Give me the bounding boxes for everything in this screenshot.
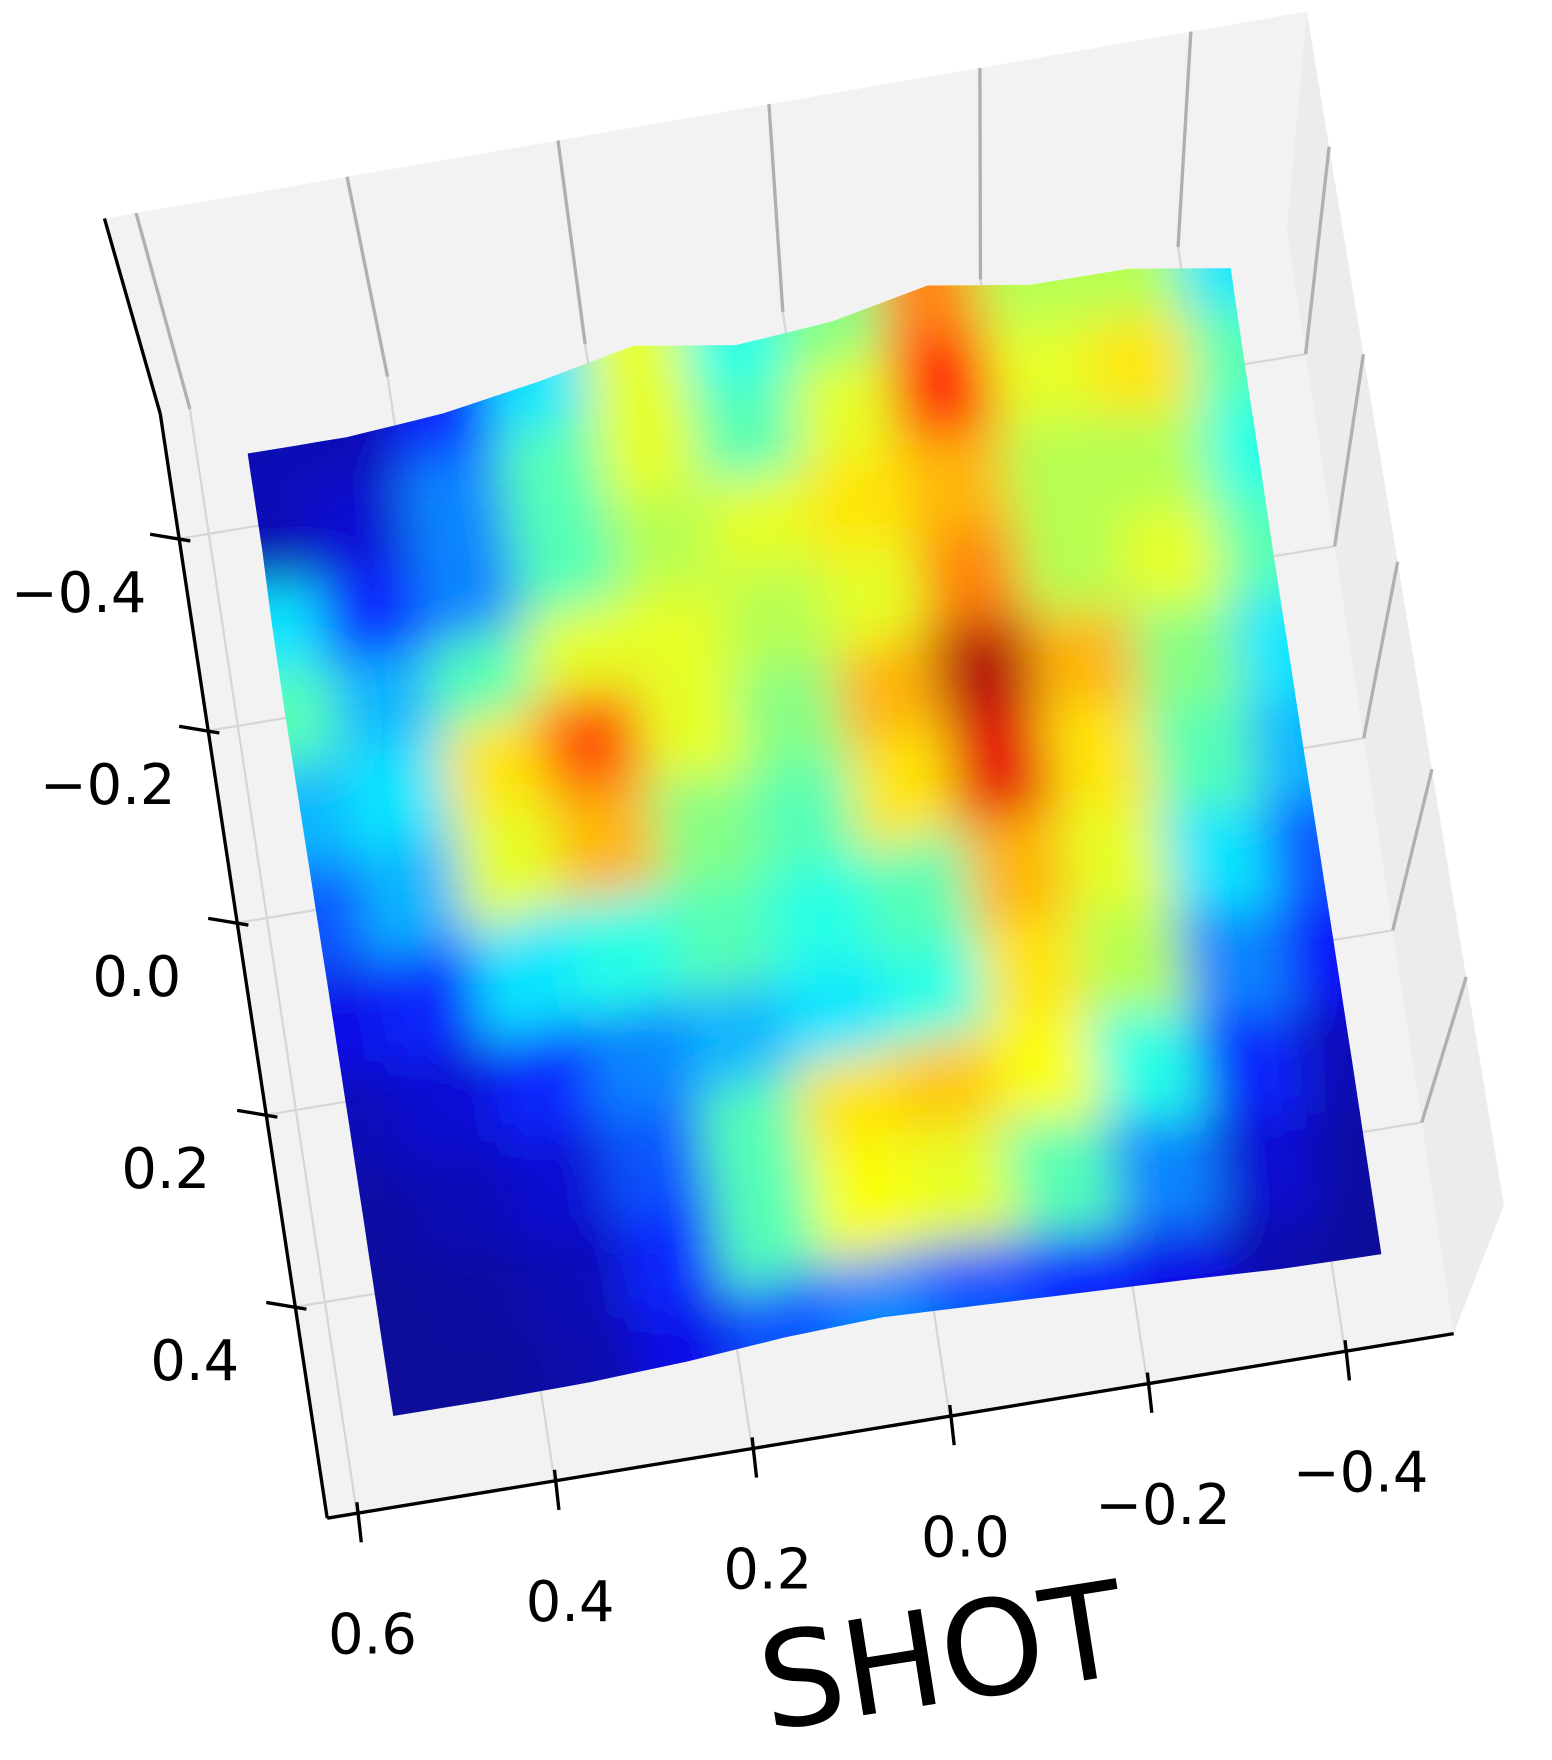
surface-cell [903,1121,1025,1250]
surface-cell [1026,608,1146,709]
surface-cell [1127,601,1248,709]
side-pane [1286,11,1504,1334]
surface-cell [315,561,430,667]
surface-cell [1206,1112,1326,1224]
x-tick-label: −0.2 [1095,1473,1231,1538]
grid-line [556,140,587,345]
grid-line [188,408,358,1514]
surface-cell [404,1144,521,1265]
grid-line [1391,768,1434,931]
x-tick [750,1437,759,1478]
surface-cell [988,1011,1108,1124]
surface-cell [704,466,820,581]
grid-line [1420,976,1468,1123]
surface-cell [1002,1117,1125,1239]
y-tick [178,724,220,735]
y-tick [265,1300,307,1311]
x-tick [948,1404,956,1446]
surface-cell [927,613,1043,724]
surface-cell [899,425,1017,541]
surface-cell [941,704,1059,829]
surface-cell [1040,704,1161,810]
surface-cell [748,754,865,879]
surface-cell [718,560,835,678]
y-tick-label: −0.4 [11,561,147,626]
y-tick-label: 0.0 [92,945,181,1010]
surface-cell [664,876,783,999]
surface-cell [565,887,685,1020]
surface-cell [806,1133,925,1269]
grid-line [1333,353,1366,547]
surface-cell [389,1041,506,1167]
x-axis-line [326,1331,1454,1520]
axes: 0.6 0.4 0.2 0.0 −0.2 −0.4 −0.4 −0.2 0.0 0.2 0.4 [11,218,1454,1667]
surface-cell [534,684,650,797]
y-tick-label: 0.4 [150,1329,239,1394]
x-tick-label: 0.2 [723,1538,812,1603]
grid-line [1176,31,1193,248]
surface-cell [547,780,667,907]
grid-line [767,104,785,313]
surface-cell [983,320,1102,429]
y-tick-label: −0.2 [40,753,176,818]
surface-cell [647,775,767,891]
x-tick-label: 0.4 [526,1570,615,1635]
surface-cell [620,578,736,688]
surface-cell [1158,805,1279,911]
x-tick-label: 0.0 [921,1505,1010,1570]
x-tick [1145,1372,1154,1414]
surface-cell [1084,311,1202,420]
x-tick [1343,1340,1352,1381]
surface-cell [1072,908,1193,1015]
surface-cell [998,416,1117,528]
surface-cell [1113,503,1232,612]
surface-cell [517,1222,634,1344]
surface-cell [764,857,881,981]
surface-cell [1104,1117,1226,1231]
surface-cell [914,524,1030,631]
surface-cell [885,328,1002,443]
surface-cell [1056,806,1177,913]
y-axis-line [158,413,329,1519]
z-axis-line [102,218,162,415]
surface-cell [419,1243,536,1362]
grid-line [345,176,390,377]
surface-cell [1087,1011,1210,1120]
surface-cell [1098,406,1217,518]
grid-line [1362,561,1400,739]
back-pane [104,11,1307,414]
surface-cell [1013,514,1131,616]
y-tick [236,1108,278,1119]
surface-cell [632,675,752,784]
surface-cell [606,484,721,600]
surface-cell [1142,703,1263,810]
surface-cell [1174,908,1295,1015]
grid-line [1303,146,1331,355]
y-tick [149,532,191,543]
x-tick [355,1501,363,1543]
x-tick [552,1469,561,1511]
grid-line [134,212,192,410]
x-tick-label: 0.6 [328,1602,417,1667]
x-tick-label: −0.4 [1293,1441,1429,1506]
surface-cell [974,909,1091,1028]
surface-cell [1190,1011,1311,1120]
y-tick-label: 0.2 [121,1137,210,1202]
y-tick [207,916,249,927]
grid-line [978,67,983,280]
